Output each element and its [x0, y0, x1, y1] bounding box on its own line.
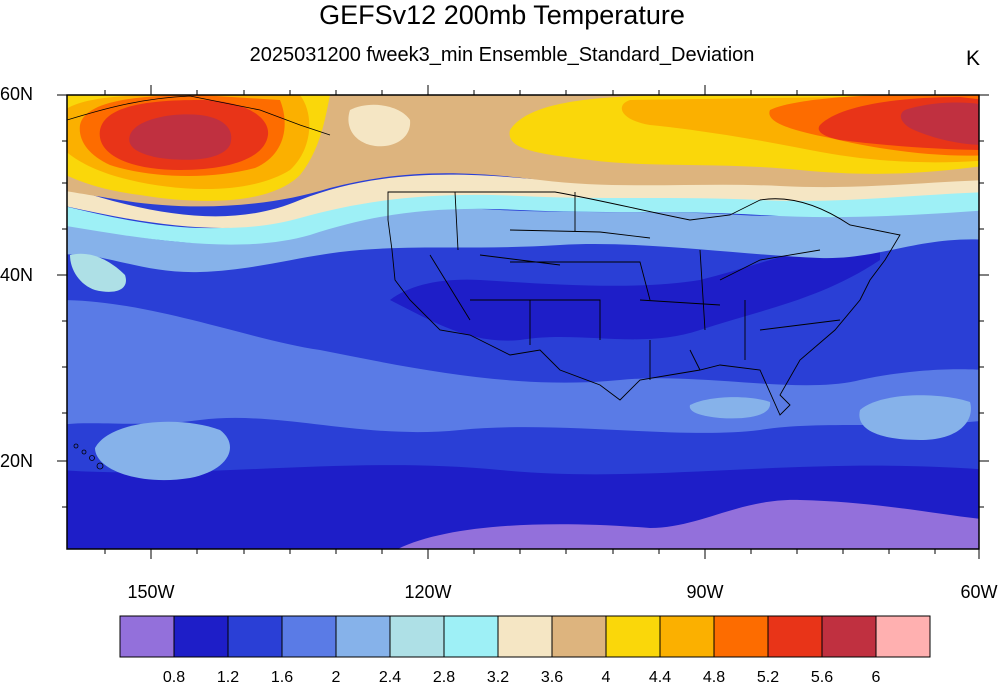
colorbar-label: 3.6 — [541, 669, 563, 683]
map-subtitle: 2025031200 fweek3_min Ensemble_Standard_… — [249, 44, 755, 66]
contour-field — [67, 95, 979, 549]
lon-label-90w: 90W — [686, 582, 723, 602]
colorbar-swatch — [551, 615, 607, 658]
colorbar-swatch — [389, 615, 445, 658]
lat-label-40n: 40N — [0, 265, 33, 285]
colorbar-label: 3.2 — [487, 669, 509, 683]
lat-label-20n: 20N — [0, 451, 33, 471]
colorbar-swatch — [767, 615, 823, 658]
colorbar-label: 5.6 — [811, 669, 833, 683]
colorbar-label: 6 — [872, 669, 881, 683]
lon-label-150w: 150W — [127, 582, 174, 602]
colorbar-label: 4.8 — [703, 669, 725, 683]
colorbar-swatch — [335, 615, 391, 658]
colorbar-swatch — [173, 615, 229, 658]
map-title: GEFSv12 200mb Temperature — [319, 0, 685, 30]
units-label: K — [966, 47, 981, 70]
colorbar-swatch — [605, 615, 661, 658]
lon-label-60w: 60W — [960, 582, 997, 602]
lat-ticks — [57, 94, 989, 508]
colorbar-label: 0.8 — [163, 669, 185, 683]
lat-label-60n: 60N — [0, 84, 33, 104]
colorbar-swatch — [119, 615, 175, 658]
colorbar-label: 1.6 — [271, 669, 293, 683]
colorbar-swatch — [281, 615, 337, 658]
lon-label-120w: 120W — [404, 582, 451, 602]
colorbar-label: 2.8 — [433, 669, 455, 683]
lon-ticks — [104, 85, 980, 559]
us-outline — [387, 191, 901, 416]
colorbar-label: 2 — [332, 669, 341, 683]
colorbar-swatch — [443, 615, 499, 658]
colorbar-label: 2.4 — [379, 669, 401, 683]
colorbar-swatch — [821, 615, 877, 658]
colorbar-swatch — [713, 615, 769, 658]
colorbar-swatch — [227, 615, 283, 658]
colorbar-label: 5.2 — [757, 669, 779, 683]
colorbar-swatch — [497, 615, 553, 658]
colorbar: 0.8 1.2 1.6 2 2.4 2.8 3.2 3.6 4 4.4 4.8 5.2 5.6 6 — [119, 615, 931, 683]
colorbar-swatch — [659, 615, 715, 658]
colorbar-label: 4.4 — [649, 669, 671, 683]
colorbar-swatch — [875, 615, 931, 658]
plot-frame — [66, 94, 980, 550]
colorbar-label: 4 — [602, 669, 611, 683]
colorbar-label: 1.2 — [217, 669, 239, 683]
